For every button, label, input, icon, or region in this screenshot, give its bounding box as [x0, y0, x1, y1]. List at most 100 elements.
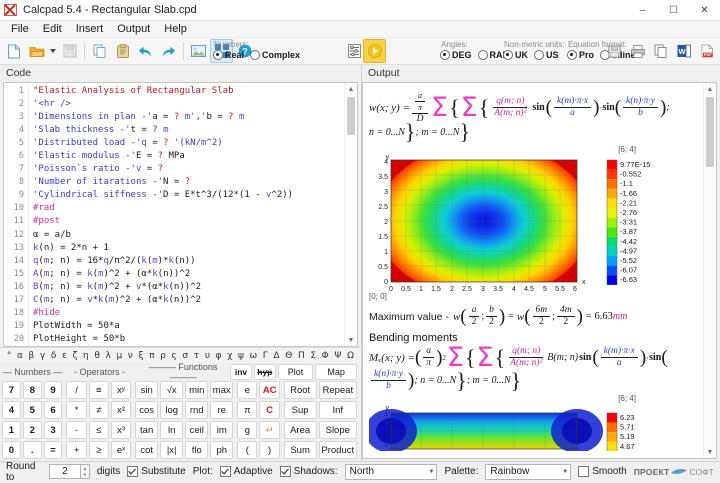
greek-symbol-°[interactable]: ° [7, 351, 12, 361]
key-[interactable]: * [66, 401, 86, 419]
key-e[interactable]: e [237, 381, 257, 399]
open-file-button[interactable] [25, 39, 48, 63]
smooth-checkbox[interactable]: Smooth [578, 466, 626, 477]
key-tan[interactable]: tan [135, 421, 158, 439]
menu-output[interactable]: Output [110, 22, 157, 36]
greek-symbol-β[interactable]: β [29, 351, 35, 361]
code-line[interactable]: '<hr /> [33, 98, 357, 111]
key-9[interactable]: 9 [44, 381, 63, 399]
new-file-button[interactable] [2, 39, 25, 63]
key-0[interactable]: 0 [2, 441, 21, 459]
shadows-direction-select[interactable]: North ▼ [345, 464, 438, 480]
key-[interactable]: ( [237, 441, 257, 459]
greek-symbol-υ[interactable]: υ [205, 351, 210, 361]
key-Product[interactable]: Product [319, 441, 357, 459]
key-ceil[interactable]: ceil [185, 421, 208, 439]
numbers-complex-radio[interactable]: Complex [250, 50, 300, 60]
key-x[interactable]: xʸ [111, 381, 131, 399]
calculate-button[interactable] [363, 39, 386, 63]
code-line[interactable]: α = a/b [33, 229, 357, 242]
greek-symbol-θ[interactable]: θ [94, 351, 100, 361]
key-rnd[interactable]: rnd [185, 401, 208, 419]
key-g[interactable]: g [237, 421, 257, 439]
key-e[interactable]: eˣ [111, 441, 131, 459]
key-Inf[interactable]: Inf [319, 401, 357, 419]
greek-symbol-Ω[interactable]: Ω [347, 351, 354, 361]
key-cot[interactable]: cot [135, 441, 158, 459]
scroll-down-icon[interactable]: ▼ [704, 446, 716, 458]
code-line[interactable]: "Elastic Analysis of Rectangular Slab [33, 85, 357, 98]
code-line[interactable]: #hide [33, 307, 357, 320]
greek-symbol-γ[interactable]: γ [40, 351, 45, 361]
key-2[interactable]: 2 [23, 421, 42, 439]
palette-select[interactable]: Rainbow ▼ [485, 464, 571, 480]
greek-symbol-τ[interactable]: τ [194, 351, 199, 361]
minimize-button[interactable]: – [627, 0, 658, 20]
key-ph[interactable]: ph [210, 441, 233, 459]
insert-image-button[interactable] [187, 39, 210, 63]
units-us-radio[interactable]: US [534, 50, 559, 60]
key-1[interactable]: 1 [2, 421, 21, 439]
greek-symbol-σ[interactable]: σ [182, 351, 188, 361]
code-scrollbar[interactable]: ▲ ▼ [344, 83, 357, 346]
open-dropdown-button[interactable] [48, 39, 58, 63]
code-line[interactable]: 'Cylindrical siffness -'D = E*t^3/(12*(1… [33, 189, 357, 202]
angles-deg-radio[interactable]: DEG [440, 50, 472, 60]
maximize-button[interactable]: ☐ [658, 0, 689, 20]
key-Sum[interactable]: Sum [284, 441, 317, 459]
key-[interactable]: . [23, 441, 42, 459]
key-Repeat[interactable]: Repeat [319, 381, 357, 399]
code-line[interactable]: C(m; n) = v*k(m)^2 + (α*k(n))^2 [33, 294, 357, 307]
key-[interactable]: ≤ [89, 421, 109, 439]
scroll-up-icon[interactable]: ▲ [704, 83, 716, 95]
substitute-checkbox[interactable]: Substitute [127, 466, 185, 477]
output-scrollbar[interactable]: ▲ ▼ [703, 83, 716, 458]
key-min[interactable]: min [185, 381, 208, 399]
code-editor[interactable]: 1234567891011121314151617181920212223 "E… [3, 82, 358, 347]
key-sin[interactable]: sin [135, 381, 158, 399]
format-pro-radio[interactable]: Pro [567, 50, 594, 60]
greek-symbol-μ[interactable]: μ [116, 351, 122, 361]
scroll-down-icon[interactable]: ▼ [345, 334, 357, 346]
code-line[interactable]: PlotHeight = 50*b [33, 333, 357, 346]
code-line[interactable]: #post [33, 215, 357, 228]
key-[interactable]: = [44, 441, 63, 459]
shadows-checkbox[interactable]: Shadows: [280, 466, 338, 477]
key-[interactable]: ≠ [89, 401, 109, 419]
map-button[interactable]: Map [315, 364, 357, 380]
close-button[interactable]: ✕ [689, 0, 720, 20]
greek-symbol-δ[interactable]: δ [51, 351, 57, 361]
greek-symbol-φ[interactable]: φ [216, 351, 222, 361]
code-line[interactable]: 'Elastic modulus -'E = ? MPa [33, 150, 357, 163]
scroll-up-icon[interactable]: ▲ [345, 83, 357, 95]
key-[interactable]: ≥ [89, 441, 109, 459]
key-5[interactable]: 5 [23, 401, 42, 419]
key-x[interactable]: |x| [160, 441, 183, 459]
greek-symbol-ε[interactable]: ε [62, 351, 67, 361]
scrollbar-thumb[interactable] [706, 97, 714, 167]
code-line[interactable]: A(m; n) = k(m)^2 + (α*k(n))^2 [33, 268, 357, 281]
menu-edit[interactable]: Edit [36, 22, 69, 36]
numbers-real-radio[interactable]: Real [213, 50, 244, 60]
greek-symbol-Θ[interactable]: Θ [285, 351, 292, 361]
greek-symbol-α[interactable]: α [17, 351, 23, 361]
key-[interactable]: - [66, 421, 86, 439]
export-word-button[interactable]: W [672, 39, 695, 63]
undo-button[interactable] [134, 39, 157, 63]
key-AC[interactable]: AC [259, 381, 279, 399]
units-uk-radio[interactable]: UK [503, 50, 528, 60]
code-line[interactable]: 'Distributed load -'q = ? '(kN/m^2) [33, 137, 357, 150]
greek-symbol-η[interactable]: η [83, 351, 89, 361]
key-Sup[interactable]: Sup [284, 401, 317, 419]
code-line[interactable]: k(n) = 2*n + 1 [33, 242, 357, 255]
key-[interactable]: π [237, 401, 257, 419]
key-flo[interactable]: flo [185, 441, 208, 459]
key-x[interactable]: x² [111, 401, 131, 419]
greek-symbol-Δ[interactable]: Δ [273, 351, 279, 361]
export-pdf-button[interactable]: PDF [695, 39, 718, 63]
greek-symbol-λ[interactable]: λ [105, 351, 110, 361]
key-x[interactable]: √x [160, 381, 183, 399]
greek-symbol-ψ[interactable]: ψ [238, 351, 244, 361]
greek-symbol-ς[interactable]: ς [172, 351, 177, 361]
